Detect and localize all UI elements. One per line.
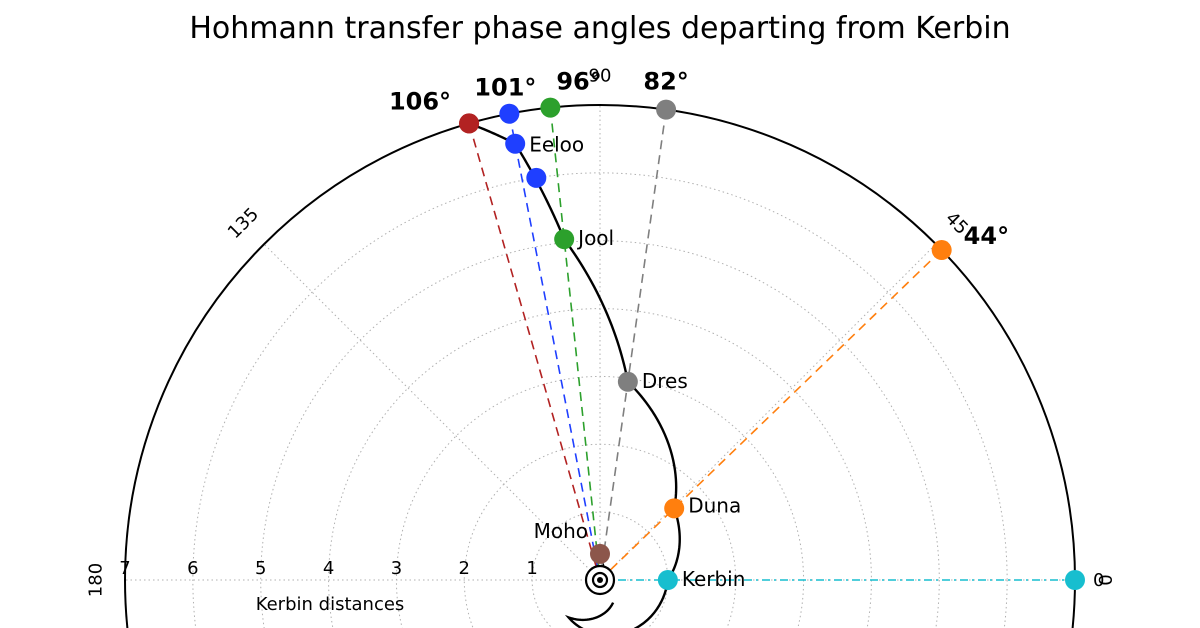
r-tick-6: 6 (187, 558, 198, 579)
axis-caption: Kerbin distances (256, 594, 405, 615)
phase-angle-label-duna: 44° (964, 222, 1009, 250)
outer-marker-dres (656, 100, 676, 120)
body-markers (459, 98, 1085, 590)
body-label-dres: Dres (642, 369, 688, 393)
body-label-kerbin: Kerbin (682, 567, 746, 591)
body-label-duna: Duna (688, 493, 741, 517)
phase-angle-label-ext106: 106° (389, 87, 451, 115)
r-tick-1: 1 (526, 558, 537, 579)
curve-marker-jool (554, 229, 574, 249)
body-label-eeloo: Eeloo (529, 133, 584, 157)
chart-title: Hohmann transfer phase angles departing … (189, 11, 1010, 46)
r-tick-5: 5 (255, 558, 266, 579)
phase-ray-dres (600, 110, 666, 580)
polar-chart-svg: Hohmann transfer phase angles departing … (0, 0, 1200, 628)
body-label-moho: Moho (534, 519, 588, 543)
curve-marker-dres (618, 372, 638, 392)
outer-marker-duna (932, 240, 952, 260)
phase-angle-labels: 44° 82° 96° 101° 106° (389, 68, 1009, 250)
r-tick-7: 7 (119, 558, 130, 579)
body-label-jool: Jool (576, 226, 614, 250)
phase-angle-label-jool: 96° (556, 68, 601, 96)
angle-tick-180: 180 (85, 563, 106, 597)
phase-ray-eeloo (509, 114, 600, 580)
r-tick-2: 2 (459, 558, 470, 579)
outer-marker-ext106 (459, 113, 479, 133)
phase-ray-ext106 (469, 123, 600, 580)
phase-ray-duna (600, 250, 942, 580)
curve-marker-moho (590, 544, 610, 564)
kerbin-outer-marker (1065, 570, 1085, 590)
curve-marker-duna (664, 498, 684, 518)
outer-marker-jool (540, 98, 560, 118)
angle-tick-0-right: 0 (1093, 570, 1104, 591)
outer-marker-eeloo (499, 104, 519, 124)
center-sun-marker (586, 566, 614, 594)
curve-marker-kerbin (658, 570, 678, 590)
angle-tick-135: 135 (224, 204, 263, 243)
curve-marker-eeloo-inner (526, 168, 546, 188)
r-tick-labels: 01234567 (119, 558, 605, 579)
phase-angle-label-dres: 82° (643, 68, 688, 96)
radial-grid-lines (125, 105, 1075, 580)
r-tick-4: 4 (323, 558, 334, 579)
diagram-stage: Hohmann transfer phase angles departing … (0, 0, 1200, 628)
r-tick-3: 3 (391, 558, 402, 579)
phase-angle-label-eeloo: 101° (474, 74, 536, 102)
curve-marker-eeloo (505, 134, 525, 154)
phase-ray-jool (550, 108, 600, 580)
body-labels: Moho Kerbin Duna Dres Jool Eeloo (529, 133, 745, 591)
